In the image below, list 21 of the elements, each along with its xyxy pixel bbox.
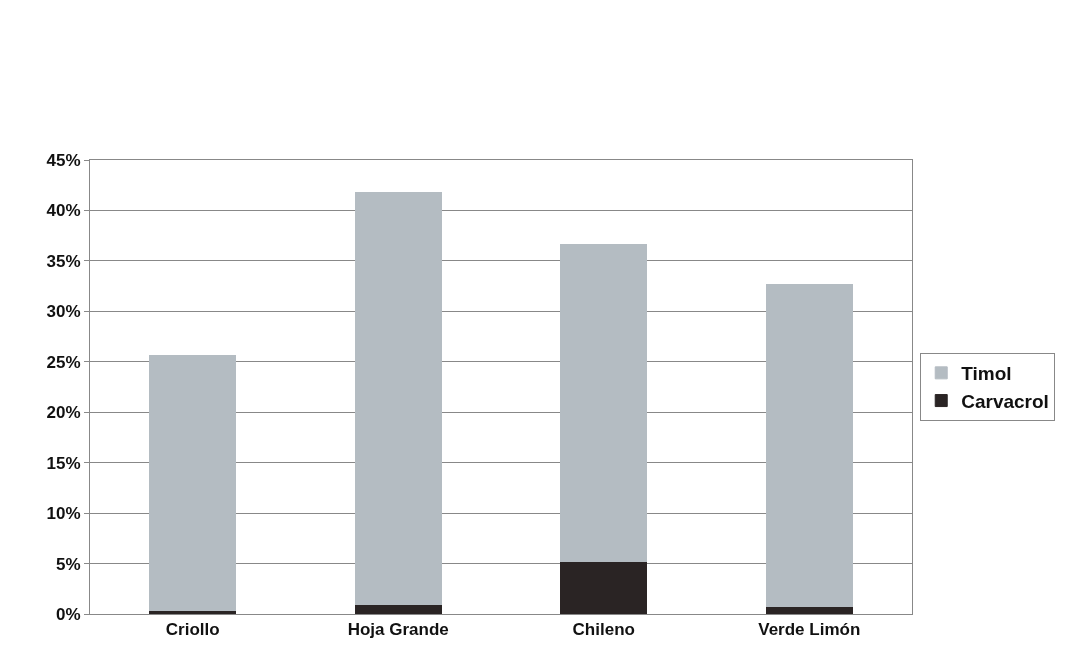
x-tick-label: Verde Limón xyxy=(758,620,861,640)
y-tick-label: 40% xyxy=(46,201,81,221)
bar xyxy=(149,355,237,612)
y-tick-label: 10% xyxy=(46,504,81,524)
y-tick-label: 5% xyxy=(56,554,81,574)
legend-label: Timol xyxy=(961,363,1012,385)
legend-label: Carvacrol xyxy=(961,390,1049,412)
x-tick-label: Chileno xyxy=(572,620,635,640)
bar xyxy=(560,561,648,614)
y-tick-label: 35% xyxy=(46,251,81,271)
bar xyxy=(560,244,648,563)
y-tick-label: 15% xyxy=(46,453,81,473)
y-tick-label: 45% xyxy=(46,150,81,170)
x-tick-label: Hoja Grande xyxy=(347,620,449,640)
y-tick-label: 20% xyxy=(46,403,81,423)
x-tick-label: Criollo xyxy=(165,620,220,640)
y-tick-label: 0% xyxy=(56,604,81,624)
y-tick-label: 30% xyxy=(46,302,81,322)
bar xyxy=(354,191,442,606)
y-tick-label: 25% xyxy=(46,352,81,372)
bar xyxy=(765,283,853,608)
